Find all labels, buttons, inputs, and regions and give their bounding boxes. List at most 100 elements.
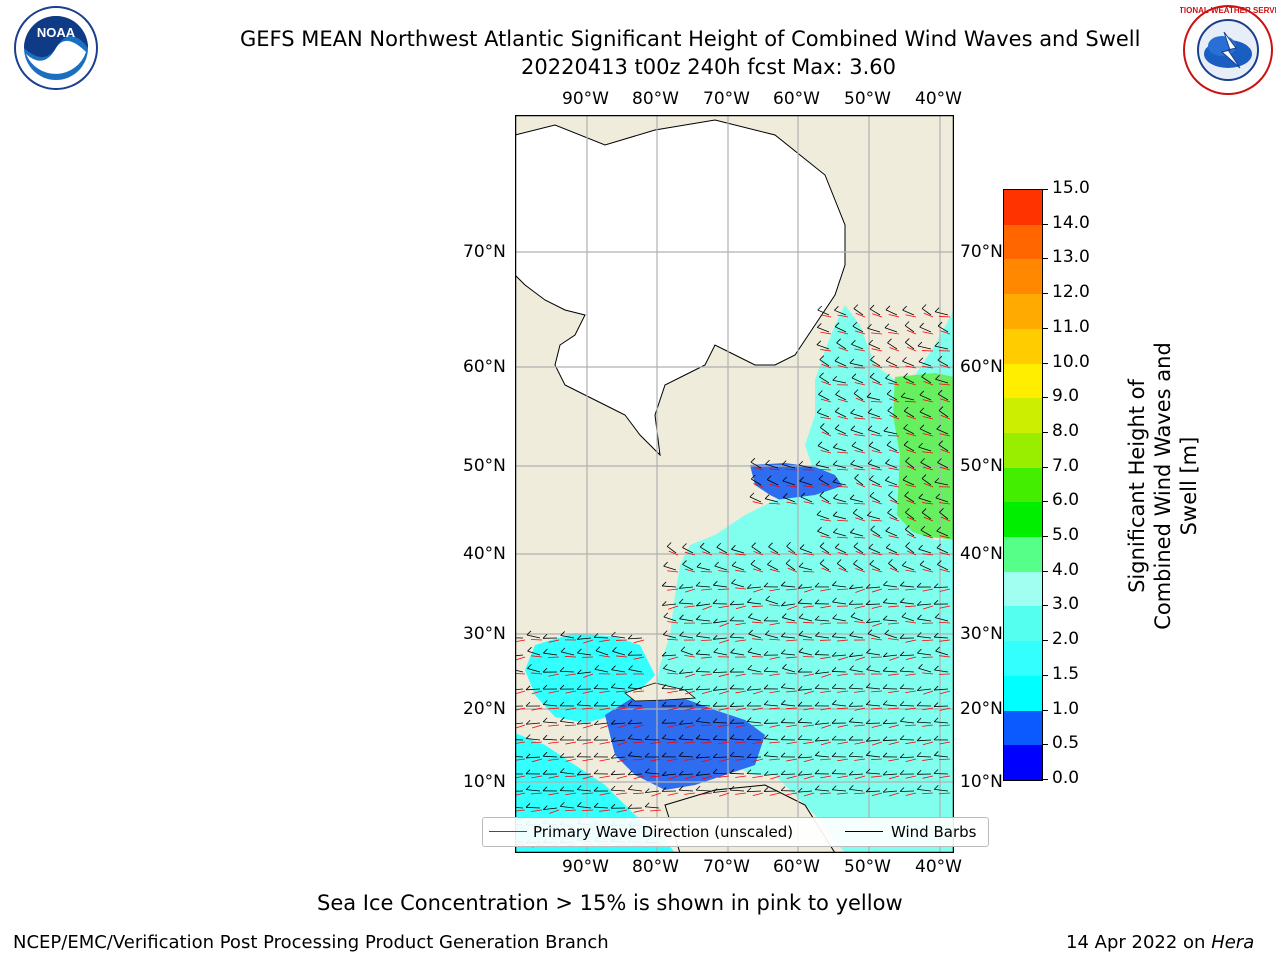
wind-barb-flag bbox=[748, 629, 753, 635]
wave-direction-arrow bbox=[871, 416, 883, 420]
wave-direction-arrow bbox=[888, 552, 900, 556]
wind-barb-flag bbox=[918, 664, 923, 669]
wind-barb-flag bbox=[797, 753, 803, 759]
wave-direction-arrow bbox=[905, 400, 917, 403]
wind-barb bbox=[747, 601, 762, 605]
wind-barb bbox=[883, 722, 898, 725]
wind-barb-flag bbox=[678, 686, 684, 691]
wind-barb-flag bbox=[883, 580, 888, 586]
wind-barb-flag bbox=[882, 684, 888, 689]
wave-direction-arrow bbox=[701, 707, 713, 710]
wind-barb-flag bbox=[682, 543, 687, 548]
wave-direction-arrow bbox=[701, 758, 713, 763]
wave-direction-arrow bbox=[786, 501, 798, 505]
wave-direction-arrow bbox=[923, 516, 934, 522]
wind-barb-flag bbox=[746, 685, 752, 691]
wave-direction-arrow bbox=[770, 775, 781, 780]
wave-direction-arrow bbox=[548, 792, 560, 796]
wave-direction-arrow bbox=[735, 639, 747, 642]
wind-barb bbox=[935, 497, 949, 503]
lat-label-left: 40°N bbox=[463, 544, 506, 564]
wave-direction-arrow bbox=[820, 398, 832, 403]
wind-barb-flag bbox=[832, 443, 838, 448]
colorbar-segment bbox=[1004, 502, 1042, 538]
wave-direction-arrow bbox=[906, 533, 917, 539]
wind-barb-flag bbox=[901, 561, 907, 566]
wind-barb bbox=[866, 772, 881, 775]
wave-direction-arrow bbox=[735, 690, 747, 694]
wind-barb-flag bbox=[763, 771, 769, 776]
wind-barb-flag bbox=[797, 584, 803, 589]
map-gridlines bbox=[515, 115, 954, 853]
wave-direction-arrow bbox=[939, 621, 951, 624]
wind-barb bbox=[903, 377, 915, 384]
wave-direction-arrow bbox=[769, 568, 781, 573]
wave-direction-arrow bbox=[803, 656, 815, 658]
colorbar-tick-mark bbox=[1042, 744, 1048, 746]
wind-barb-flag bbox=[695, 685, 701, 691]
colorbar-segment bbox=[1004, 432, 1042, 468]
wave-direction-arrow bbox=[531, 655, 543, 658]
wind-barb bbox=[680, 650, 694, 656]
wind-barb-flag bbox=[903, 424, 908, 429]
wind-barb bbox=[835, 411, 847, 418]
wind-barb bbox=[833, 447, 847, 452]
wave-direction-arrow bbox=[854, 502, 866, 505]
wave-direction-arrow bbox=[939, 502, 951, 505]
wave-direction-arrow bbox=[718, 724, 730, 727]
wave-direction-arrow bbox=[753, 550, 764, 556]
wave-direction-arrow bbox=[582, 792, 594, 795]
wave-direction-arrow bbox=[668, 550, 679, 556]
wave-direction-arrow bbox=[718, 758, 730, 762]
wave-direction-arrow bbox=[786, 656, 798, 659]
wind-barb bbox=[900, 720, 915, 724]
lon-label-top: 70°W bbox=[703, 89, 750, 109]
wind-barb bbox=[628, 773, 643, 776]
wind-barb bbox=[713, 721, 728, 724]
wind-barb bbox=[782, 464, 796, 469]
wind-barb-flag bbox=[905, 508, 910, 513]
wind-barb-flag bbox=[868, 441, 874, 447]
wind-barb-flag bbox=[885, 356, 891, 362]
wave-direction-arrow bbox=[854, 758, 866, 761]
wave-direction-arrow bbox=[855, 330, 866, 335]
wind-barb-flag bbox=[644, 768, 650, 773]
wind-barb-flag bbox=[780, 786, 786, 791]
wind-barb bbox=[765, 634, 779, 639]
wind-barb-flag bbox=[899, 684, 905, 689]
wave-direction-arrow bbox=[582, 758, 594, 762]
wind-barb-flag bbox=[836, 559, 842, 564]
wind-barb bbox=[696, 789, 711, 792]
wind-barb bbox=[832, 789, 847, 792]
wind-barb-flag bbox=[713, 618, 718, 624]
wind-barb bbox=[900, 585, 915, 588]
wind-barb bbox=[887, 410, 898, 418]
wind-barb-flag bbox=[848, 751, 854, 757]
wind-barb-flag bbox=[933, 632, 939, 638]
wind-barb-flag bbox=[661, 734, 667, 739]
colorbar-tick-mark bbox=[1042, 709, 1048, 711]
wind-barb bbox=[662, 654, 677, 657]
wind-barb bbox=[935, 617, 949, 622]
colorbar-segment bbox=[1004, 224, 1042, 260]
wind-barb bbox=[696, 756, 711, 759]
caribbean-sea bbox=[605, 690, 765, 790]
wind-barb-flag bbox=[904, 525, 910, 530]
wind-barb bbox=[819, 376, 830, 384]
wind-barb bbox=[900, 670, 915, 673]
wind-barb-flag bbox=[933, 785, 939, 790]
wave-direction-arrow bbox=[565, 656, 577, 658]
wind-barb bbox=[751, 478, 762, 486]
wind-barb-flag bbox=[854, 474, 859, 479]
wind-barb bbox=[662, 738, 677, 741]
wind-barb-flag bbox=[576, 770, 582, 776]
wind-barb bbox=[885, 547, 898, 554]
wind-barb-flag bbox=[834, 322, 840, 327]
wave-direction-arrow bbox=[786, 690, 798, 693]
wind-barb bbox=[849, 788, 864, 792]
lon-label-top: 80°W bbox=[632, 89, 679, 109]
wave-direction-arrow bbox=[820, 469, 832, 471]
wave-direction-arrow bbox=[684, 741, 696, 744]
wave-direction-arrow bbox=[821, 381, 832, 386]
wave-direction-arrow bbox=[923, 690, 934, 695]
